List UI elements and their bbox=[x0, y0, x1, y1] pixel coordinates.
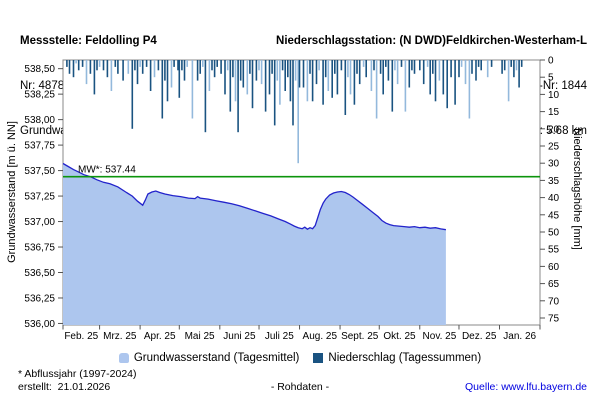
svg-text:Apr. 25: Apr. 25 bbox=[144, 331, 176, 342]
svg-text:20: 20 bbox=[548, 124, 560, 135]
groundwater-swatch-icon bbox=[118, 352, 129, 363]
y-axis-right-title: Niederschlagshöhe [mm] bbox=[571, 128, 583, 250]
svg-text:15: 15 bbox=[548, 107, 560, 118]
svg-text:537,00: 537,00 bbox=[24, 217, 55, 228]
svg-text:0: 0 bbox=[548, 56, 554, 67]
svg-text:Mai 25: Mai 25 bbox=[185, 331, 215, 342]
rohdaten-label: - Rohdaten - bbox=[270, 381, 330, 393]
precipitation-swatch-icon bbox=[313, 352, 324, 363]
y-axis-left: 538,50 538,25 538,00 537,75 537,50 537,25 537,… bbox=[24, 64, 63, 330]
svg-text:5: 5 bbox=[548, 73, 554, 84]
chart-legend: Grundwasserstand (Tagesmittel) Niedersch… bbox=[0, 350, 600, 365]
svg-text:536,75: 536,75 bbox=[24, 243, 55, 254]
svg-text:60: 60 bbox=[548, 262, 560, 273]
svg-text:Sept. 25: Sept. 25 bbox=[341, 331, 379, 342]
source-link[interactable]: Quelle: www.lfu.bayern.de bbox=[465, 381, 587, 393]
header-right: Niederschlagsstation: (N DWD)Feldkirchen… bbox=[276, 4, 587, 169]
svg-text:35: 35 bbox=[548, 176, 560, 187]
svg-text:Juli 25: Juli 25 bbox=[265, 331, 294, 342]
svg-text:537,75: 537,75 bbox=[24, 141, 55, 152]
svg-text:538,50: 538,50 bbox=[24, 64, 55, 75]
svg-text:Mrz. 25: Mrz. 25 bbox=[103, 331, 137, 342]
svg-text:10: 10 bbox=[548, 90, 560, 101]
svg-text:Nov. 25: Nov. 25 bbox=[423, 331, 457, 342]
niederschlagsstation-title: Niederschlagsstation: (N DWD)Feldkirchen… bbox=[276, 35, 587, 47]
svg-text:75: 75 bbox=[548, 314, 560, 325]
svg-text:70: 70 bbox=[548, 296, 560, 307]
precip-bars bbox=[66, 60, 523, 164]
svg-text:Feb. 25: Feb. 25 bbox=[64, 331, 98, 342]
created-date: erstellt: 21.01.2026 bbox=[18, 381, 111, 393]
legend-item-groundwater: Grundwasserstand (Tagesmittel) bbox=[118, 351, 300, 364]
svg-text:30: 30 bbox=[548, 159, 560, 170]
svg-text:536,00: 536,00 bbox=[24, 319, 55, 330]
svg-text:536,25: 536,25 bbox=[24, 293, 55, 304]
x-axis: Feb. 25 Mrz. 25 Apr. 25 Mai 25 Juni 25 Juli 2… bbox=[62, 325, 541, 342]
y-axis-left-title: Grundwasserstand [m ü. NN] bbox=[6, 121, 18, 263]
svg-text:538,25: 538,25 bbox=[24, 90, 55, 101]
svg-text:Jan. 26: Jan. 26 bbox=[503, 331, 536, 342]
footnote-abflussjahr: * Abflussjahr (1997-2024) bbox=[18, 368, 137, 380]
svg-text:537,25: 537,25 bbox=[24, 192, 55, 203]
groundwater-area bbox=[63, 163, 446, 325]
svg-text:40: 40 bbox=[548, 193, 560, 204]
svg-text:65: 65 bbox=[548, 279, 560, 290]
svg-text:25: 25 bbox=[548, 142, 560, 153]
legend-groundwater-label: Grundwasserstand (Tagesmittel) bbox=[133, 351, 300, 364]
y-axis-right: 0 5 10 15 20 25 30 35 40 45 50 55 60 65 70 75 bbox=[540, 56, 560, 325]
svg-text:Aug. 25: Aug. 25 bbox=[303, 331, 338, 342]
groundwater-line bbox=[62, 162, 446, 231]
svg-text:Dez. 25: Dez. 25 bbox=[462, 331, 497, 342]
messstelle-title: Messstelle: Feldolling P4 bbox=[20, 35, 157, 47]
svg-text:538,00: 538,00 bbox=[24, 115, 55, 126]
chart-area: MW*: 537.44 538,50 538,25 538,00 537,75 537,5… bbox=[0, 55, 600, 349]
chart-canvas: MW*: 537.44 538,50 538,25 538,00 537,75 537,5… bbox=[6, 56, 583, 343]
legend-item-precipitation: Niederschlag (Tagessummen) bbox=[313, 352, 481, 364]
svg-text:536,50: 536,50 bbox=[24, 268, 55, 279]
mw-label: MW*: 537.44 bbox=[78, 165, 136, 176]
svg-text:45: 45 bbox=[548, 210, 560, 221]
legend-precipitation-label: Niederschlag (Tagessummen) bbox=[328, 351, 482, 364]
svg-text:Juni 25: Juni 25 bbox=[223, 331, 256, 342]
svg-text:Okt. 25: Okt. 25 bbox=[383, 331, 416, 342]
svg-text:537,50: 537,50 bbox=[24, 166, 55, 177]
svg-text:50: 50 bbox=[548, 228, 560, 239]
svg-text:55: 55 bbox=[548, 245, 560, 256]
